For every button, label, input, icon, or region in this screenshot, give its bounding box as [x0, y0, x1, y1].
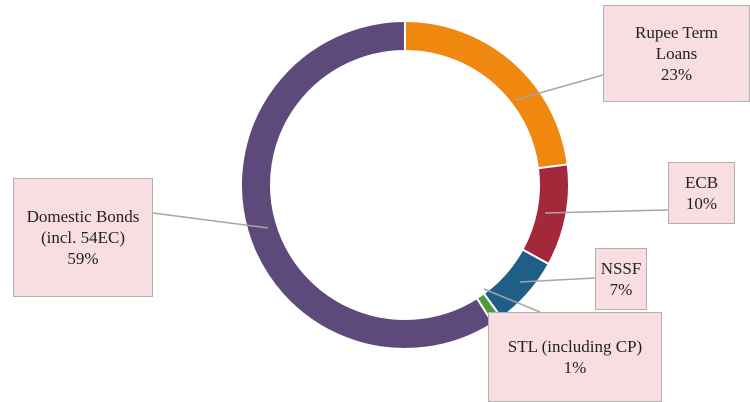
leader-line	[514, 74, 604, 101]
leader-line	[519, 277, 596, 283]
value-label: 59%	[67, 249, 99, 268]
value-label: 1%	[563, 358, 587, 377]
value-label: 23%	[660, 65, 693, 84]
category-label: ECB	[684, 173, 719, 192]
data-label: STL (including CP) 1%	[488, 312, 662, 402]
data-label: ECB 10%	[668, 162, 735, 224]
donut-slice	[521, 163, 570, 266]
donut-slice	[240, 19, 495, 350]
data-label: NSSF 7%	[595, 248, 647, 310]
data-label: Rupee Term Loans 23%	[603, 5, 750, 102]
leader-line	[544, 209, 669, 214]
value-label: 10%	[685, 194, 718, 213]
leader-line	[152, 212, 269, 229]
category-label: NSSF	[600, 259, 642, 278]
leader-line	[483, 288, 541, 313]
value-label: 7%	[609, 280, 633, 299]
category-label: Domestic Bonds (incl. 54EC)	[26, 207, 140, 247]
donut-slice	[404, 19, 569, 170]
category-label: STL (including CP)	[507, 337, 643, 356]
category-label: Rupee Term Loans	[635, 23, 718, 63]
data-label: Domestic Bonds (incl. 54EC) 59%	[13, 178, 153, 297]
